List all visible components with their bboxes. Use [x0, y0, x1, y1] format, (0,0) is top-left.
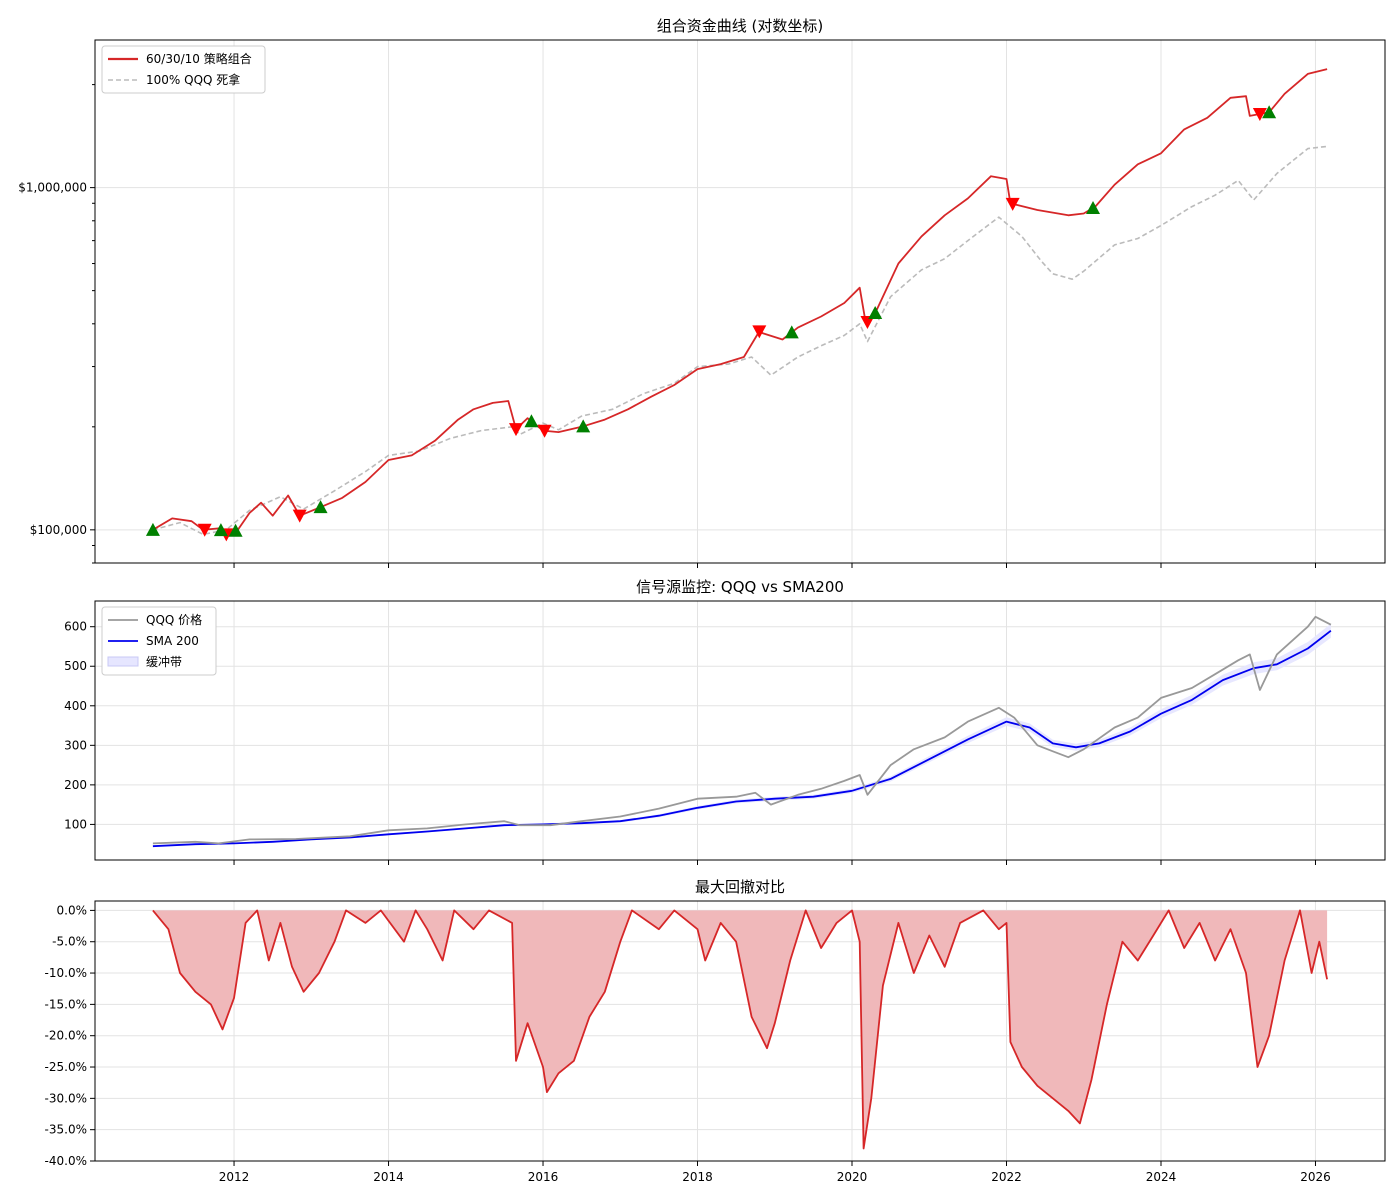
y-tick-label: 500	[64, 659, 87, 673]
y-tick-label: -5.0%	[52, 935, 87, 949]
series-line	[152, 629, 1332, 848]
series-line	[152, 145, 1328, 536]
legend-strategy-label: 60/30/10 策略组合	[146, 51, 252, 66]
x-tick-label: 2026	[1300, 1170, 1331, 1184]
y-tick-label: 400	[64, 699, 87, 713]
x-tick-label: 2012	[219, 1170, 250, 1184]
y-tick-label: 200	[64, 778, 87, 792]
buy-signal-marker	[1086, 201, 1101, 215]
x-tick-label: 2018	[682, 1170, 713, 1184]
sell-signal-marker	[197, 523, 212, 537]
buy-signal-marker	[524, 414, 539, 428]
sell-signal-marker	[292, 509, 307, 523]
y-tick-label: 300	[64, 738, 87, 752]
drawdown-plot-frame	[94, 900, 1386, 1162]
equity-grid	[95, 40, 1385, 563]
x-tick-label: 2022	[991, 1170, 1022, 1184]
y-tick-label: $1,000,000	[18, 181, 87, 195]
legend-qqq-price-label: QQQ 价格	[146, 612, 202, 627]
y-tick-label: -35.0%	[45, 1123, 87, 1137]
drawdown-area	[152, 910, 1328, 1149]
signal-series	[152, 615, 1332, 848]
equity-legend-box	[101, 45, 266, 94]
buy-signal-marker	[213, 523, 228, 537]
buy-signal-marker	[313, 500, 328, 514]
buy-signal-marker	[868, 306, 883, 320]
y-tick-label: -20.0%	[45, 1029, 87, 1043]
x-tick-label: 2016	[528, 1170, 559, 1184]
y-tick-label: 100	[64, 817, 87, 831]
signal-legend: QQQ 价格 SMA 200 缓冲带	[101, 606, 217, 676]
equity-y-ticks: $100,000 $1,000,000	[18, 84, 95, 564]
sell-signal-marker	[752, 325, 767, 339]
buy-signal-marker	[145, 522, 160, 536]
legend-qqq-hold-label: 100% QQQ 死拿	[146, 72, 240, 87]
buy-signal-marker	[1262, 105, 1277, 119]
signal-plot-frame	[94, 600, 1386, 861]
buy-signal-marker	[576, 419, 591, 433]
series-line	[152, 909, 1328, 1150]
drawdown-x-ticks: 2012 2014 2016 2018 2020 2022 2024 2026	[219, 1161, 1331, 1184]
y-tick-label: $100,000	[30, 523, 87, 537]
drawdown-series	[152, 909, 1328, 1150]
equity-curve-panel: 组合资金曲线 (对数坐标) $100,000 $1,000,000 60/30/1…	[18, 17, 1386, 568]
equity-x-ticks	[233, 563, 1316, 568]
sell-signal-marker	[508, 423, 523, 437]
drawdown-y-ticks: 0.0% -5.0% -10.0% -15.0% -20.0% -25.0% -30.0% -…	[45, 903, 95, 1168]
y-tick-label: -30.0%	[45, 1091, 87, 1105]
buy-signal-marker	[228, 523, 243, 537]
equity-plot-frame	[94, 39, 1386, 564]
signal-title: 信号源监控: QQQ vs SMA200	[636, 578, 844, 596]
equity-curve-title: 组合资金曲线 (对数坐标)	[657, 17, 823, 35]
legend-sma-label: SMA 200	[146, 634, 199, 648]
x-tick-label: 2014	[373, 1170, 404, 1184]
sell-signal-marker	[860, 316, 875, 330]
signal-y-ticks: 100 200 300 400 500 600	[64, 620, 95, 831]
series-line	[152, 615, 1332, 845]
signal-buffer-band	[152, 623, 1331, 847]
equity-legend: 60/30/10 策略组合 100% QQQ 死拿	[101, 45, 266, 94]
signal-panel: 信号源监控: QQQ vs SMA200 100200300400500600 …	[64, 578, 1386, 865]
sell-signal-marker	[1252, 108, 1267, 122]
sell-signal-marker	[1005, 197, 1020, 211]
y-tick-label: -40.0%	[45, 1154, 87, 1168]
legend-band-label: 缓冲带	[146, 654, 182, 669]
y-tick-label: 0.0%	[57, 903, 88, 917]
sell-signal-marker	[537, 424, 552, 438]
buffer-band-area	[152, 623, 1331, 847]
drawdown-title: 最大回撤对比	[695, 878, 785, 896]
equity-markers	[145, 105, 1277, 542]
x-tick-label: 2020	[837, 1170, 868, 1184]
y-tick-label: 600	[64, 620, 87, 634]
y-tick-label: -25.0%	[45, 1060, 87, 1074]
y-tick-label: -15.0%	[45, 997, 87, 1011]
legend-band-swatch	[107, 656, 139, 667]
drawdown-panel: 最大回撤对比 0.0% -5.0% -10.0% -15.0% -20.0% -25.0%…	[45, 878, 1386, 1184]
buy-signal-marker	[784, 325, 799, 339]
signal-x-ticks	[233, 860, 1316, 865]
x-tick-label: 2024	[1146, 1170, 1177, 1184]
y-tick-label: -10.0%	[45, 966, 87, 980]
